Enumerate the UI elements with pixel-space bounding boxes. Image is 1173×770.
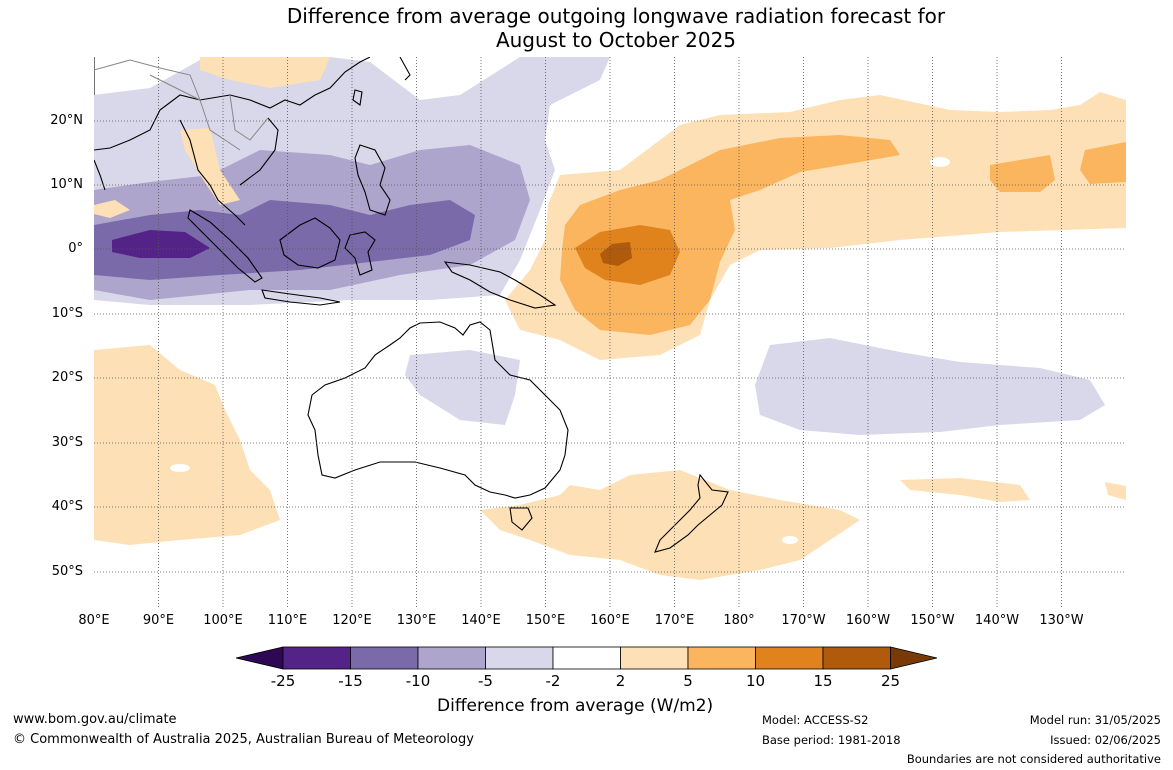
positive-anomaly-regions [94, 57, 1126, 580]
lon-label-160w: 160°W [845, 613, 891, 628]
taiwan-outline [352, 89, 363, 106]
philippines-outline [354, 144, 391, 216]
borneo-outline [279, 217, 341, 269]
lon-label-90e: 90°E [142, 613, 175, 628]
graticule [94, 57, 1126, 607]
model-run-date: Model run: 31/05/2025 [1029, 713, 1161, 727]
model-name: Model: ACCESS-S2 [762, 713, 869, 727]
new-guinea-outline [443, 261, 557, 309]
lon-label-100e: 100°E [203, 613, 243, 628]
japan-outline [399, 57, 411, 81]
lon-label-160e: 160°E [590, 613, 630, 628]
lat-label-10n: 10°N [50, 177, 83, 192]
title-line-1: Difference from average outgoing longwav… [286, 4, 946, 28]
colorbar-bin-8 [755, 646, 824, 670]
colorbar-tick-label: -15 [338, 672, 363, 690]
lat-label-40s: 40°S [51, 499, 83, 514]
colorbar-bin-4 [485, 646, 554, 670]
lon-label-150e: 150°E [525, 613, 566, 628]
lon-label-170w: 170°W [781, 613, 826, 628]
lat-label-0: 0° [68, 241, 83, 256]
website-link[interactable]: www.bom.gov.au/climate [13, 712, 177, 727]
lon-label-150w: 150°W [910, 613, 955, 628]
colorbar [235, 646, 938, 670]
colorbar-title: Difference from average (W/m2) [437, 696, 714, 716]
sulawesi-outline [344, 231, 376, 276]
neutral-gaps [170, 157, 950, 544]
map-title: Difference from average outgoing longwav… [0, 4, 1173, 52]
copyright-text: © Commonwealth of Australia 2025, Austra… [13, 732, 474, 747]
colorbar-tick-label: 25 [880, 672, 901, 690]
lon-label-130w: 130°W [1039, 613, 1084, 628]
lat-label-50s: 50°S [51, 564, 83, 579]
colorbar-tick-label: -10 [405, 672, 431, 690]
tasmania-outline [509, 507, 533, 531]
colorbar-bin-9 [822, 646, 891, 670]
lat-label-30s: 30°S [51, 435, 83, 450]
lon-label-110e: 110°E [267, 613, 308, 628]
lon-label-140w: 140°W [974, 613, 1020, 628]
colorbar-bin-7 [687, 646, 756, 670]
boundaries-disclaimer: Boundaries are not considered authoritat… [906, 752, 1161, 766]
colorbar-bin-2 [350, 646, 419, 670]
lon-label-120e: 120°E [332, 613, 372, 628]
title-line-2: August to October 2025 [495, 28, 737, 52]
colorbar-tick-label: -25 [270, 672, 296, 690]
asia-mainland-outline [94, 57, 371, 226]
colorbar-tick-label: -5 [478, 672, 493, 690]
colorbar-tick-label: 2 [615, 672, 626, 690]
lon-label-140e: 140°E [461, 613, 501, 628]
lon-label-130e: 130°E [396, 613, 437, 628]
colorbar-bin-5 [552, 646, 621, 670]
lon-label-80e: 80°E [78, 613, 110, 628]
colorbar-tick-label: 10 [745, 672, 766, 690]
colorbar-min-arrow [235, 646, 284, 670]
colorbar-bin-6 [620, 646, 689, 670]
country-borders [94, 59, 269, 151]
colorbar-tick-label: -2 [545, 672, 561, 690]
lat-label-10s: 10°S [51, 306, 83, 321]
lon-label-180: 180° [723, 613, 755, 628]
lat-label-20s: 20°S [51, 370, 83, 385]
java-outline [261, 289, 341, 306]
new-zealand-outline [654, 473, 729, 553]
colorbar-max-arrow [890, 646, 938, 670]
base-period: Base period: 1981-2018 [762, 733, 901, 747]
australia-outline [307, 321, 569, 499]
issued-date: Issued: 02/06/2025 [1050, 733, 1161, 747]
colorbar-bin-1 [282, 646, 351, 670]
colorbar-bin-3 [417, 646, 486, 670]
colorbar-tick-label: 5 [683, 672, 693, 690]
lat-label-20n: 20°N [50, 113, 83, 128]
colorbar-tick-label: 15 [813, 672, 833, 690]
lon-label-170e: 170°E [654, 613, 695, 628]
